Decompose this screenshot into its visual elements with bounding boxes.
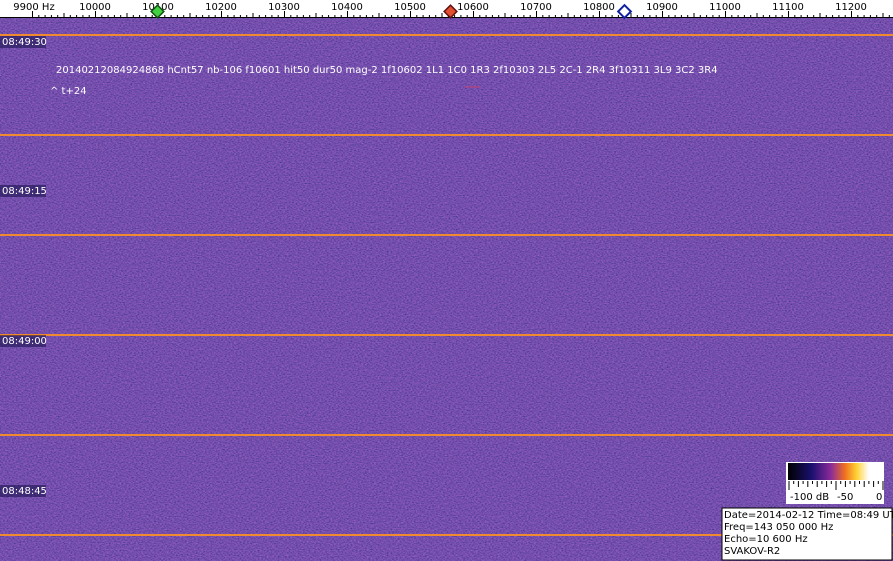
tick-label: 10200: [205, 2, 237, 13]
colorbar: -100 dB -50 0: [786, 462, 884, 504]
info-line: Freq=143 050 000 Hz: [724, 522, 833, 533]
colorbar-label: -100 dB: [790, 492, 829, 503]
tick-label: 10400: [331, 2, 363, 13]
annotation: 20140212084924868 hCnt57 nb-106 f10601 h…: [56, 65, 718, 76]
colorbar-label: 0: [876, 492, 882, 503]
tick-label: 10000: [79, 2, 111, 13]
tick-label: 10900: [646, 2, 678, 13]
colorbar-scale: [788, 463, 883, 480]
marker: [443, 4, 458, 19]
info-line: Echo=10 600 Hz: [724, 534, 808, 545]
info-line: Date=2014-02-12 Time=08:49 UTC: [724, 510, 893, 521]
tick-label: 10700: [520, 2, 552, 13]
time-label: 08:49:15: [2, 186, 47, 197]
waterfall-noise: [0, 18, 893, 561]
marker: [150, 4, 165, 19]
info-line: SVAKOV-R2: [724, 546, 780, 557]
info-bg: [721, 507, 893, 561]
tick-label: 10500: [394, 2, 426, 13]
time-label: 08:49:30: [2, 37, 47, 48]
tick-label: 11200: [835, 2, 867, 13]
tick-label: 11000: [709, 2, 741, 13]
time-label-bg: [0, 335, 46, 347]
time-label: 08:48:45: [2, 486, 47, 497]
time-label-bg: [0, 485, 46, 497]
marker: [616, 3, 633, 20]
colorbar-label: -50: [837, 492, 853, 503]
time-label: 08:49:00: [2, 336, 47, 347]
time-label-bg: [0, 36, 46, 48]
annotation: ^ t+24: [50, 86, 87, 97]
tick-label: 11100: [772, 2, 804, 13]
tick-label: 9900 Hz: [13, 2, 54, 13]
info-box: Date=2014-02-12 Time=08:49 UTC Freq=143 …: [721, 507, 893, 561]
tick-label: 10600: [457, 2, 489, 13]
tick-label: 10800: [583, 2, 615, 13]
tick-label: 10300: [268, 2, 300, 13]
markers: [150, 3, 633, 20]
time-label-bg: [0, 185, 46, 197]
